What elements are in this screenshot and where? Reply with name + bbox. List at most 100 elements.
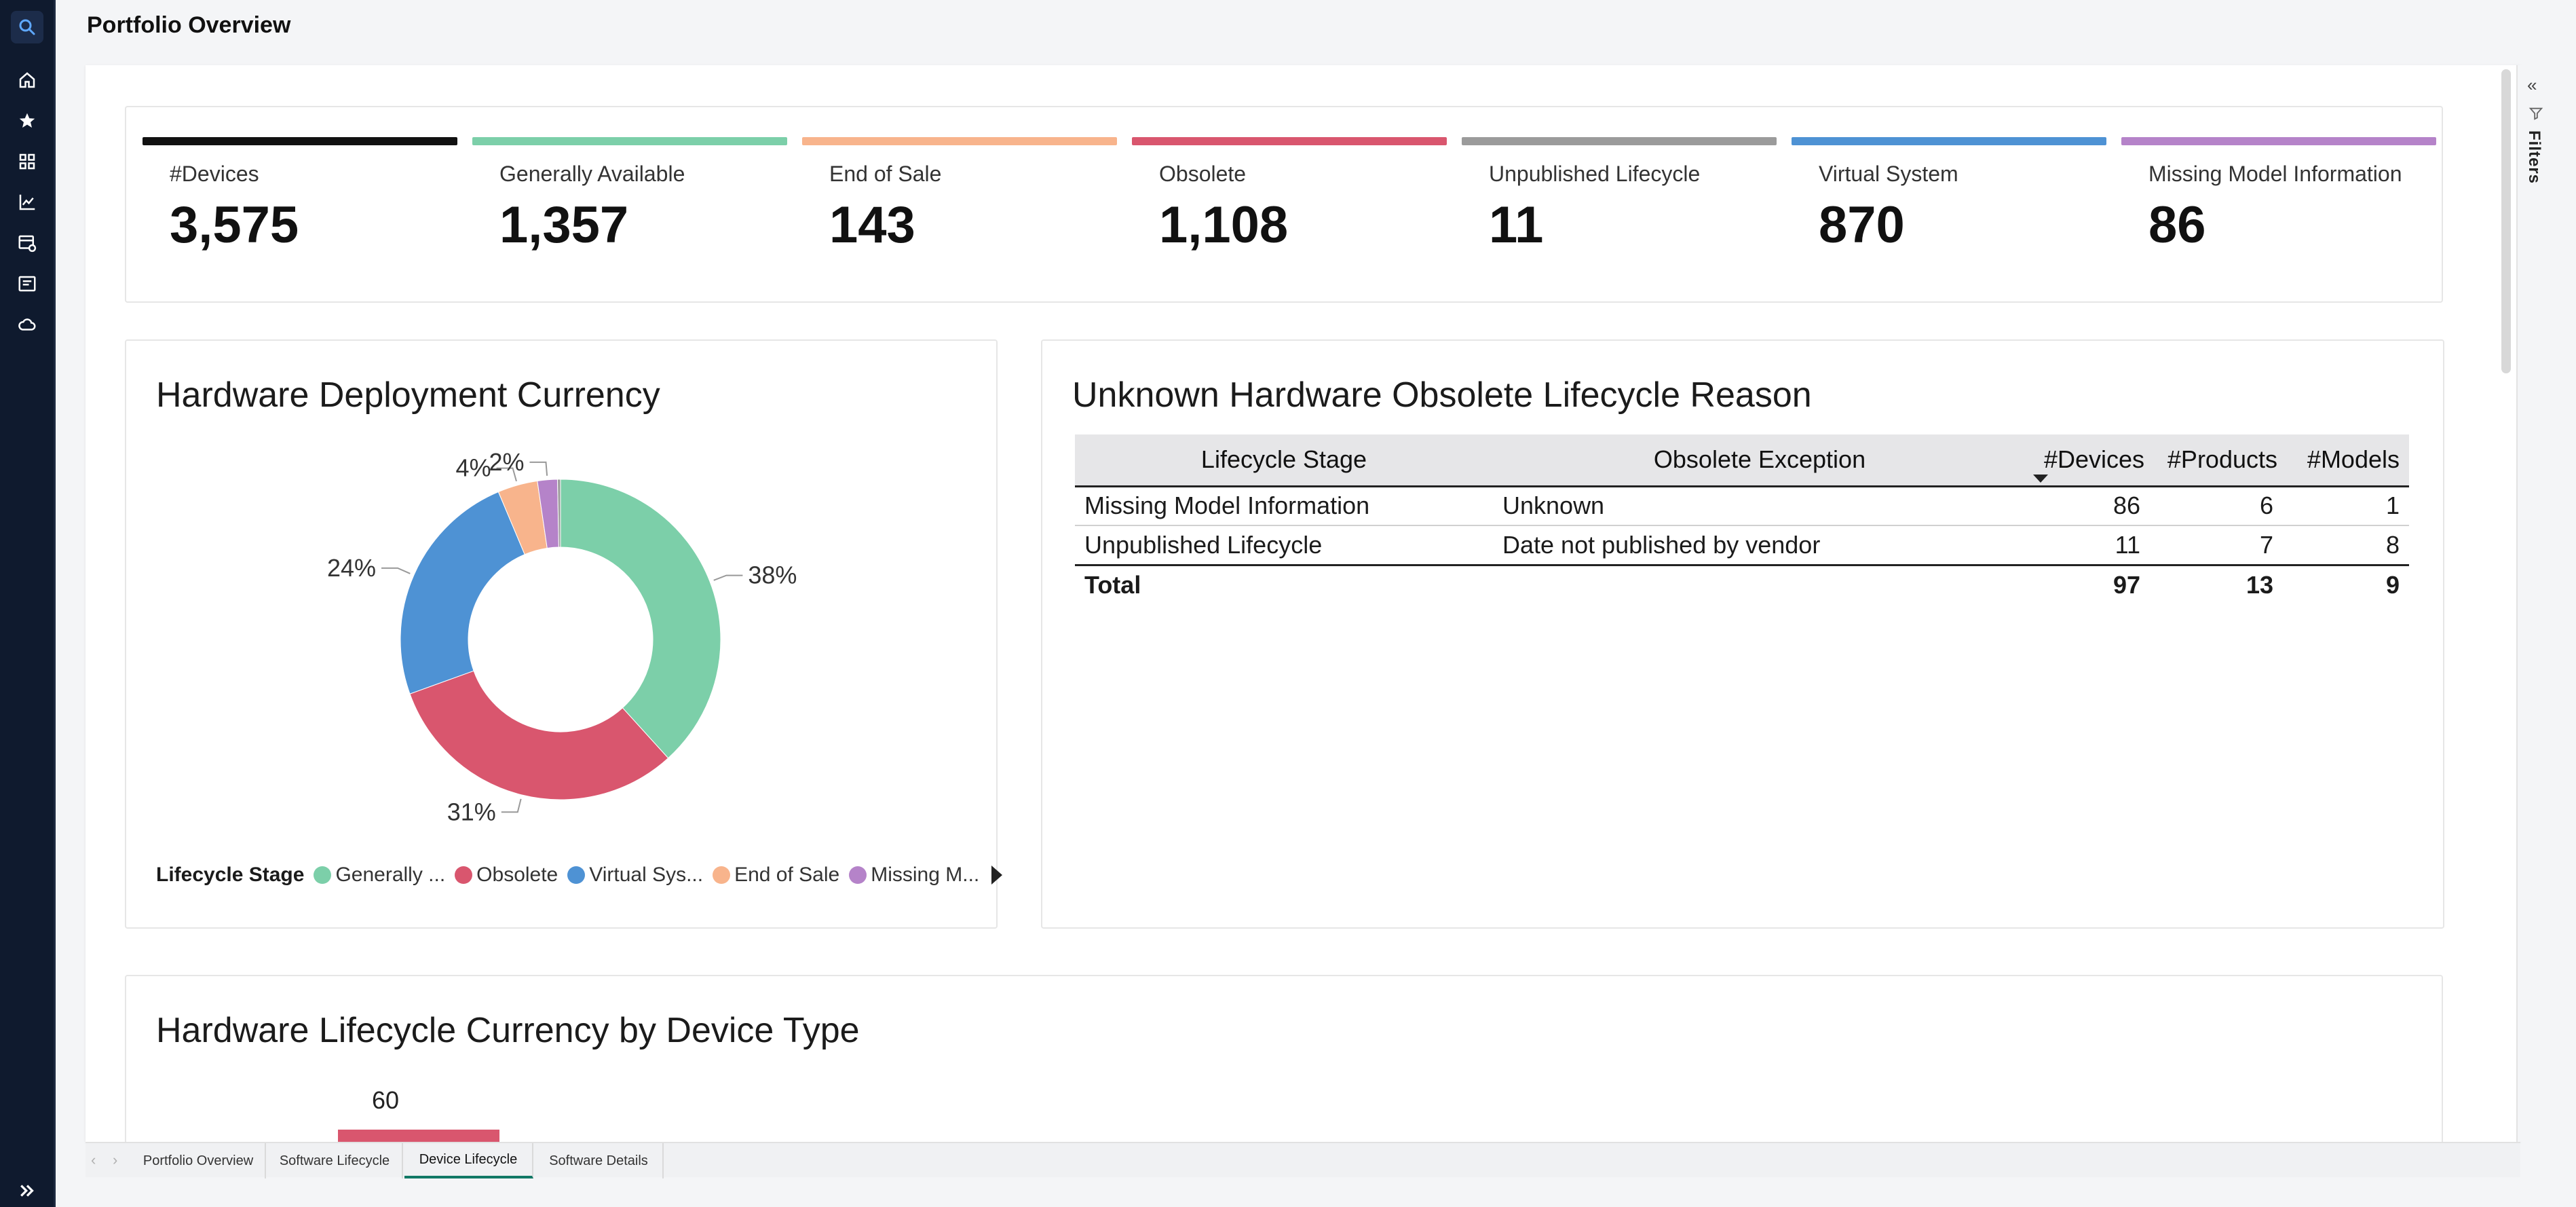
donut-data-label: 24%	[327, 554, 376, 582]
legend-label: Obsolete	[476, 864, 558, 886]
legend-swatch	[567, 866, 586, 884]
column-header-label: #Devices	[2043, 445, 2144, 474]
table-cell: 6	[2150, 486, 2283, 526]
kpi-value: 143	[829, 196, 915, 254]
kpi-label: Missing Model Information	[2148, 162, 2402, 186]
tab-portfolio-overview[interactable]: Portfolio Overview	[132, 1143, 266, 1178]
tab-device-lifecycle[interactable]: Device Lifecycle	[404, 1143, 533, 1178]
kpi-end-of-sale[interactable]: End of Sale 143	[802, 137, 1117, 273]
kpi-label: Obsolete	[1159, 162, 1247, 186]
panel-title: Unknown Hardware Obsolete Lifecycle Reas…	[1072, 375, 1812, 415]
obsolete-lifecycle-reason-panel: Unknown Hardware Obsolete Lifecycle Reas…	[1041, 339, 2444, 929]
table-row[interactable]: Unpublished Lifecycle Date not published…	[1075, 525, 2409, 565]
table-cell: Total	[1075, 563, 1493, 604]
bar-data-label: 60	[372, 1086, 400, 1114]
donut-slice-generally-available[interactable]	[560, 479, 721, 759]
kpi-color-bar	[1132, 137, 1447, 145]
legend-label: Generally ...	[335, 864, 446, 886]
collapse-chevron-icon[interactable]: «	[2527, 75, 2537, 95]
legend-item[interactable]: Obsolete	[455, 864, 558, 887]
legend-item[interactable]: Virtual Sys...	[567, 864, 703, 887]
list-icon[interactable]	[11, 267, 43, 300]
column-header-models[interactable]: #Models	[2283, 434, 2409, 487]
kpi-generally-available[interactable]: Generally Available 1,357	[472, 137, 787, 273]
kpi-label: End of Sale	[829, 162, 942, 186]
kpi-label: Generally Available	[499, 162, 685, 186]
apps-icon[interactable]	[11, 145, 43, 178]
table-row[interactable]: Missing Model Information Unknown 86 6 1	[1075, 486, 2409, 526]
table-cell	[1493, 563, 2026, 604]
vertical-scrollbar[interactable]	[2497, 67, 2512, 1138]
star-icon[interactable]	[11, 105, 43, 137]
donut-chart[interactable]: 38% 31% 24% 4%2%	[126, 341, 999, 857]
lifecycle-by-device-type-panel: Hardware Lifecycle Currency by Device Ty…	[125, 975, 2443, 1142]
column-header-devices[interactable]: #Devices	[2026, 434, 2150, 487]
page-tab-bar: ‹ › Portfolio Overview Software Lifecycl…	[86, 1142, 2520, 1178]
panel-title: Hardware Deployment Currency	[156, 375, 660, 415]
bar-obsolete[interactable]	[338, 1130, 499, 1142]
kpi-label: Unpublished Lifecycle	[1489, 162, 1701, 186]
legend-label: Virtual Sys...	[589, 864, 704, 886]
table-cell: 11	[2026, 525, 2150, 565]
donut-slice-obsolete[interactable]	[409, 670, 669, 800]
kpi-virtual-system[interactable]: Virtual System 870	[1792, 137, 2106, 273]
donut-slice-virtual-system[interactable]	[400, 491, 525, 694]
kpi-devices[interactable]: #Devices 3,575	[143, 137, 457, 273]
leader-line	[713, 574, 743, 581]
leader-line	[501, 798, 522, 813]
kpi-color-bar	[1792, 137, 2106, 145]
table-cell: 7	[2150, 525, 2283, 565]
table-cell: Missing Model Information	[1075, 486, 1493, 526]
legend-label: Missing M...	[871, 864, 980, 886]
home-icon[interactable]	[11, 64, 43, 96]
leader-line	[496, 467, 517, 482]
table-total-row: Total 97 13 9	[1075, 563, 2409, 604]
kpi-color-bar	[802, 137, 1117, 145]
filters-label[interactable]: Filters	[2525, 130, 2543, 185]
donut-slice-unpublished-lifecycle[interactable]	[557, 479, 561, 548]
scrollbar-thumb[interactable]	[2501, 69, 2511, 373]
column-header-obsolete-exception[interactable]: Obsolete Exception	[1493, 434, 2026, 487]
table-cell: Unknown	[1493, 486, 2026, 526]
kpi-missing-model-information[interactable]: Missing Model Information 86	[2121, 137, 2436, 273]
kpi-value: 11	[1489, 196, 1544, 254]
donut-data-label: 31%	[447, 798, 496, 825]
column-header-products[interactable]: #Products	[2150, 434, 2283, 487]
kpi-label: #Devices	[170, 162, 259, 186]
filters-pane[interactable]: « Filters	[2516, 65, 2576, 1142]
legend-next-arrow-icon[interactable]	[991, 866, 1003, 885]
page-title: Portfolio Overview	[87, 12, 291, 38]
report-icon[interactable]	[11, 186, 43, 219]
kpi-value: 870	[1819, 196, 1905, 254]
expand-icon[interactable]	[11, 1174, 43, 1207]
tab-prev-icon[interactable]: ‹	[91, 1151, 96, 1168]
table-cell: 8	[2283, 525, 2409, 565]
column-header-lifecycle-stage[interactable]: Lifecycle Stage	[1075, 434, 1493, 487]
dashboard-settings-icon[interactable]	[11, 227, 43, 259]
cloud-icon[interactable]	[11, 308, 43, 341]
tab-software-lifecycle[interactable]: Software Lifecycle	[267, 1143, 403, 1178]
donut-data-label: 4%	[456, 454, 491, 482]
kpi-value: 1,108	[1159, 196, 1289, 254]
kpi-value: 3,575	[170, 196, 299, 254]
kpi-color-bar	[2121, 137, 2436, 145]
kpi-unpublished-lifecycle[interactable]: Unpublished Lifecycle 11	[1462, 137, 1777, 273]
chart-legend: Lifecycle Stage Generally ... Obsolete V…	[156, 864, 1003, 887]
legend-item[interactable]: End of Sale	[713, 864, 839, 887]
search-icon[interactable]	[11, 11, 43, 43]
kpi-label: Virtual System	[1819, 162, 1958, 186]
table-cell: 86	[2026, 486, 2150, 526]
left-nav-rail	[0, 0, 56, 1207]
table-cell: Unpublished Lifecycle	[1075, 525, 1493, 565]
tab-software-details[interactable]: Software Details	[535, 1143, 664, 1178]
kpi-obsolete[interactable]: Obsolete 1,108	[1132, 137, 1447, 273]
legend-title: Lifecycle Stage	[156, 864, 305, 886]
legend-label: End of Sale	[734, 864, 840, 886]
legend-swatch	[713, 866, 731, 884]
obsolete-reason-table: Lifecycle Stage Obsolete Exception #Devi…	[1075, 434, 2409, 604]
legend-item[interactable]: Missing M...	[849, 864, 979, 887]
tab-next-icon[interactable]: ›	[113, 1151, 118, 1168]
leader-line	[381, 567, 411, 574]
kpi-panel: #Devices 3,575 Generally Available 1,357…	[125, 106, 2443, 303]
legend-item[interactable]: Generally ...	[314, 864, 445, 887]
